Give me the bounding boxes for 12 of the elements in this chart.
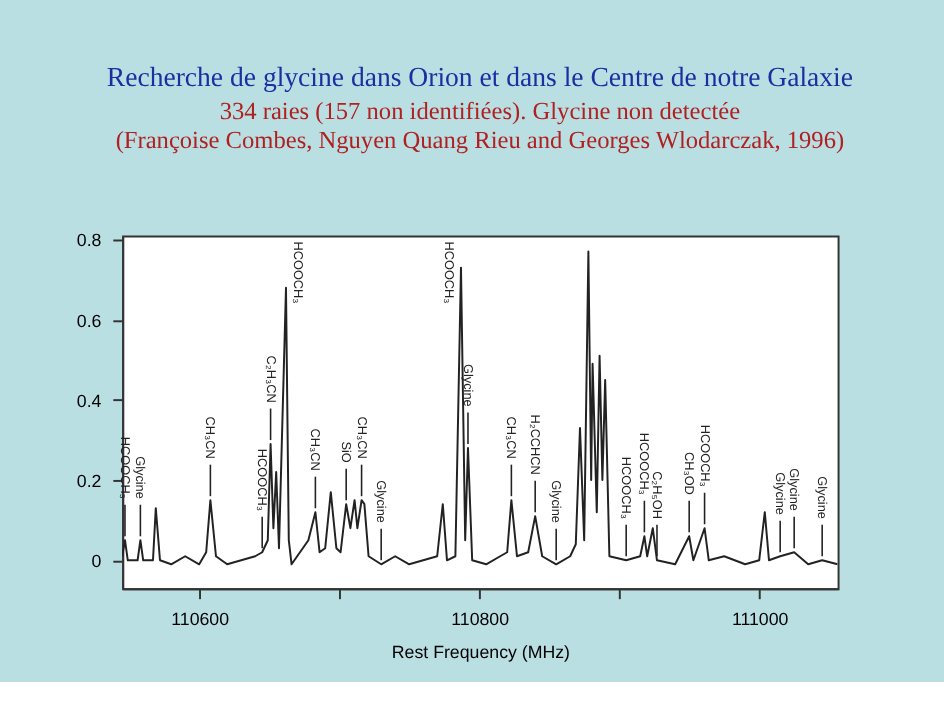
y-tick-label: 0.6: [76, 310, 102, 331]
text: 334 raies (157 non identifiées). Glycine non detectée: [219, 97, 741, 126]
text: (Françoise Combes, Nguyen Quang Rieu and Georges Wlodarczak, 1996): [115, 125, 845, 154]
chart-title: Recherche de glycine dans Orion et dans le Centre de notre Galaxie: [106, 61, 853, 92]
y-tick-label: 0.8: [76, 230, 102, 251]
x-tick-label: 110600: [171, 608, 230, 629]
x-axis-title: Rest Frequency (MHz): [391, 642, 571, 663]
x-tick-label: 110800: [451, 608, 510, 629]
y-tick-label: 0.2: [76, 470, 102, 491]
y-tick-label: 0.4: [76, 390, 102, 411]
y-tick-label: 0: [91, 551, 102, 572]
x-tick-label: 111000: [731, 608, 789, 629]
